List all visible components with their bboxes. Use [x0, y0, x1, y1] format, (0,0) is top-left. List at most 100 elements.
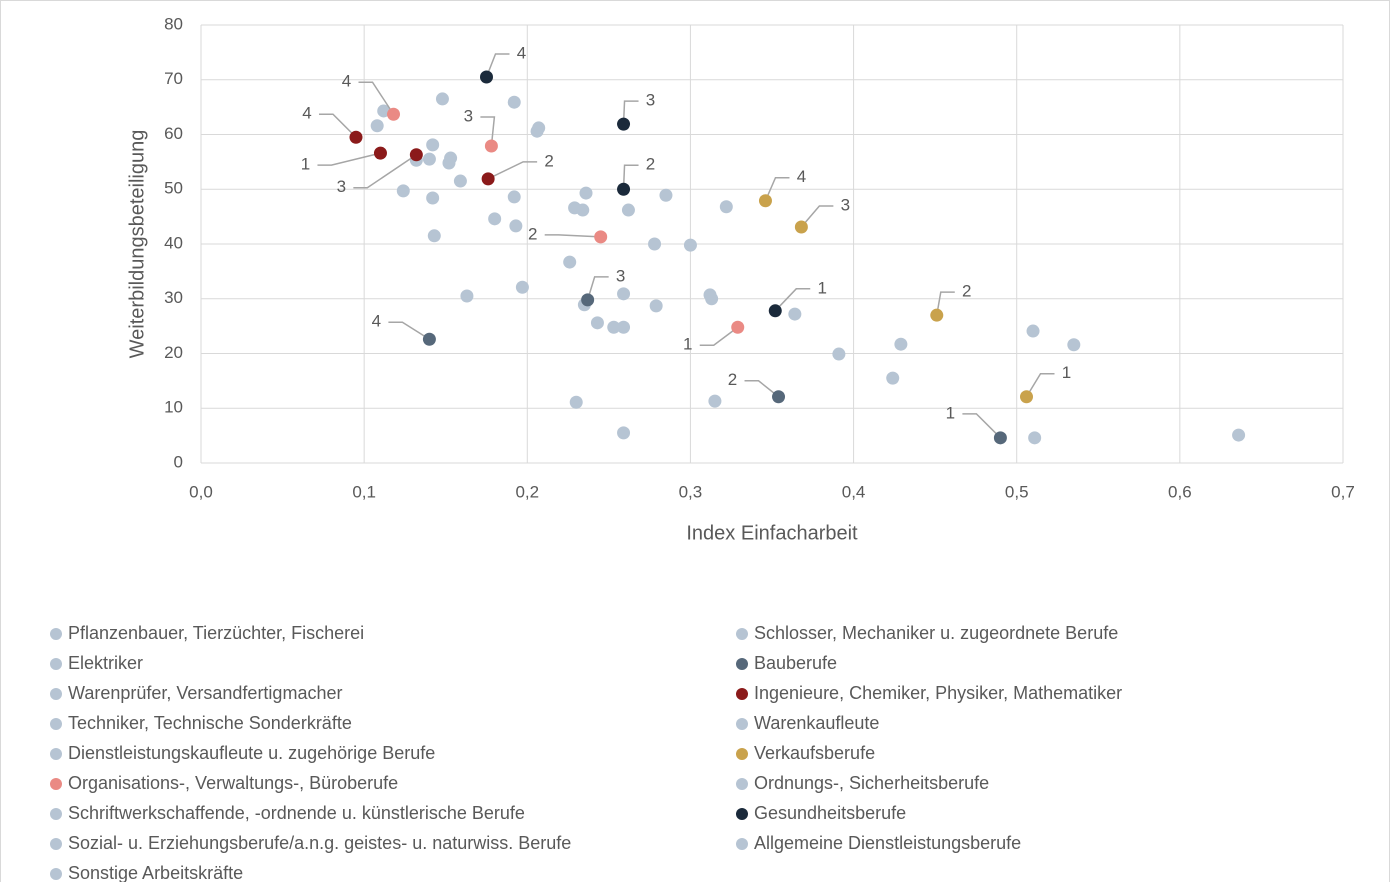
data-label: 1 [1062, 363, 1071, 382]
point [442, 156, 456, 170]
point [530, 124, 544, 138]
data-label: 3 [337, 177, 346, 196]
point [683, 238, 697, 252]
point [1028, 431, 1042, 445]
point [484, 139, 498, 153]
legend-label: Schriftwerkschaffende, -ordnende u. küns… [68, 803, 525, 823]
x-tick-label: 0,3 [679, 482, 703, 501]
y-tick-label: 40 [164, 233, 183, 252]
legend-label: Allgemeine Dienstleistungsberufe [754, 833, 1021, 853]
point [1232, 428, 1246, 442]
legend-marker [736, 658, 748, 670]
point [509, 219, 523, 233]
legend-label: Schlosser, Mechaniker u. zugeordnete Ber… [754, 623, 1118, 643]
x-tick-label: 0,7 [1331, 482, 1355, 501]
point [373, 146, 387, 160]
leader-line [318, 113, 357, 138]
data-label: 3 [464, 106, 473, 125]
x-tick-label: 0,4 [842, 482, 866, 501]
leader-line [353, 154, 417, 189]
point [648, 237, 662, 251]
legend-marker [736, 748, 748, 760]
point [370, 119, 384, 133]
point [426, 138, 440, 152]
point [617, 320, 631, 334]
data-label: 2 [646, 155, 655, 174]
legend-label: Gesundheitsberufe [754, 803, 906, 823]
legend-label: Dienstleistungskaufleute u. zugehörige B… [68, 743, 435, 763]
point [607, 320, 621, 334]
leader-line [764, 176, 790, 202]
legend-label: Verkaufsberufe [754, 743, 875, 763]
leader-line [480, 116, 496, 147]
legend-marker [736, 688, 748, 700]
y-tick-label: 20 [164, 343, 183, 362]
point [427, 229, 441, 243]
leader-line [800, 205, 834, 228]
point [894, 337, 908, 351]
data-label: 2 [962, 282, 971, 301]
point [886, 371, 900, 385]
point [930, 308, 944, 322]
data-label: 4 [342, 72, 351, 91]
legend-marker [50, 748, 62, 760]
point [617, 426, 631, 440]
x-tick-label: 0,5 [1005, 482, 1029, 501]
point [507, 95, 521, 109]
leader-line [487, 161, 538, 180]
leader-line [744, 380, 779, 398]
data-label: 4 [797, 167, 806, 186]
point [705, 292, 719, 306]
point [488, 212, 502, 226]
point [649, 299, 663, 313]
legend-label: Sozial- u. Erziehungsberufe/a.n.g. geist… [68, 833, 571, 853]
point [617, 117, 631, 131]
point [387, 107, 401, 121]
point [576, 203, 590, 217]
leader-line [1025, 373, 1055, 398]
point [731, 320, 745, 334]
legend-marker [736, 628, 748, 640]
data-label: 1 [301, 155, 310, 174]
point [1026, 324, 1040, 338]
point [409, 148, 423, 162]
leader-line [622, 164, 639, 190]
y-tick-label: 60 [164, 124, 183, 143]
data-label: 4 [372, 312, 381, 331]
legend-label: Techniker, Technische Sonderkräfte [68, 713, 352, 733]
x-tick-label: 0,0 [189, 482, 213, 501]
legend-label: Bauberufe [754, 653, 837, 673]
legend-marker [50, 778, 62, 790]
legend-marker [50, 868, 62, 880]
legend-label: Ingenieure, Chemiker, Physiker, Mathemat… [754, 683, 1122, 703]
y-tick-label: 30 [164, 288, 183, 307]
point [1020, 390, 1034, 404]
legend-marker [50, 658, 62, 670]
x-tick-label: 0,6 [1168, 482, 1192, 501]
legend-marker [736, 778, 748, 790]
leader-line [774, 288, 811, 312]
data-label: 2 [728, 370, 737, 389]
leader-line [358, 81, 395, 115]
data-label: 1 [818, 278, 827, 297]
legend-label: Sonstige Arbeitskräfte [68, 863, 243, 882]
point [481, 172, 495, 186]
leader-line [586, 276, 609, 301]
data-label: 3 [841, 196, 850, 215]
leader-line [485, 53, 510, 78]
point [659, 188, 673, 202]
point [396, 184, 410, 198]
point [788, 307, 802, 321]
point [515, 280, 529, 294]
legend-marker [50, 688, 62, 700]
point [1067, 338, 1081, 352]
point [708, 394, 722, 408]
leader-line [962, 413, 1001, 439]
legend-label: Ordnungs-, Sicherheitsberufe [754, 773, 989, 793]
point [453, 174, 467, 188]
point [349, 130, 363, 144]
y-tick-label: 70 [164, 69, 183, 88]
legend-label: Elektriker [68, 653, 143, 673]
leader-line [388, 321, 430, 340]
